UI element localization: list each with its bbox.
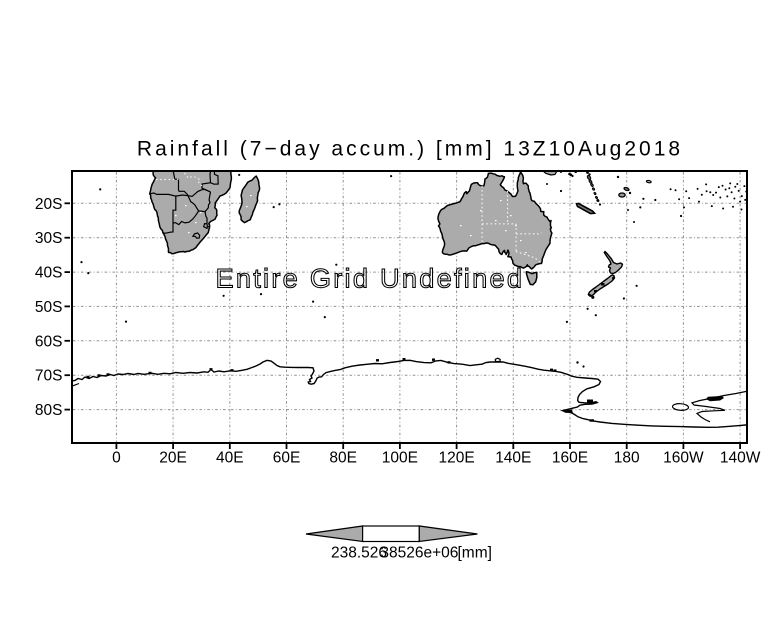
svg-text:20E: 20E [159,450,187,467]
svg-text:120E: 120E [438,450,474,467]
svg-text:80E: 80E [329,450,357,467]
svg-text:140E: 140E [495,450,531,467]
svg-text:20S: 20S [35,196,63,213]
svg-text:180: 180 [614,450,640,467]
svg-text:0: 0 [112,450,121,467]
svg-text:Rainfall (7−day accum.) [mm] 1: Rainfall (7−day accum.) [mm] 13Z10Aug201… [137,138,683,161]
svg-text:100E: 100E [382,450,418,467]
svg-text:160E: 160E [552,450,588,467]
svg-text:40E: 40E [216,450,244,467]
svg-text:70S: 70S [35,368,63,385]
svg-text:40S: 40S [35,265,63,282]
svg-text:80S: 80S [35,402,63,419]
svg-text:238.526: 238.526 [331,545,387,562]
svg-text:60S: 60S [35,333,63,350]
svg-text:38526e+06: 38526e+06 [380,545,458,562]
svg-text:140W: 140W [720,450,761,467]
svg-text:160W: 160W [663,450,704,467]
svg-text:Entire Grid Undefined: Entire Grid Undefined [216,263,525,294]
svg-text:50S: 50S [35,299,63,316]
svg-text:30S: 30S [35,230,63,247]
svg-text:[mm]: [mm] [458,545,492,562]
svg-text:60E: 60E [273,450,301,467]
